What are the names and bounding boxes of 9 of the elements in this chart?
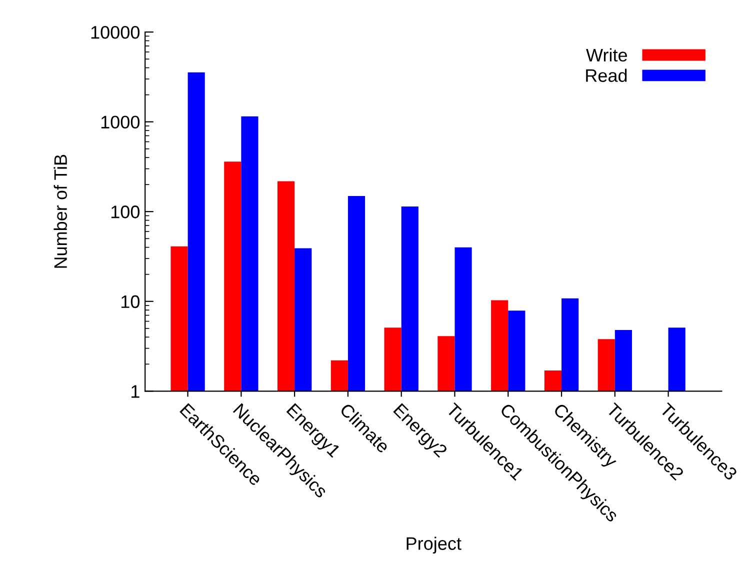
y-tick-label: 10 bbox=[122, 295, 140, 308]
y-tick-label: 1 bbox=[132, 385, 140, 398]
y-tick-label: 1000 bbox=[101, 116, 140, 129]
y-axis-title: Number of TiB bbox=[54, 154, 68, 268]
y-tick-label: 100 bbox=[111, 206, 140, 218]
legend-label: Write bbox=[586, 48, 627, 62]
y-tick-label: 10000 bbox=[91, 26, 140, 39]
x-axis-title: Project bbox=[406, 536, 462, 554]
legend-label: Read bbox=[586, 68, 627, 82]
